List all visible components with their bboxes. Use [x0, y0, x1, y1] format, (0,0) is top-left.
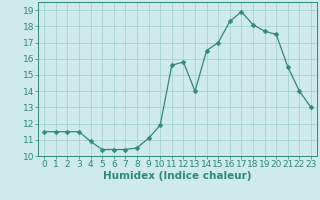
X-axis label: Humidex (Indice chaleur): Humidex (Indice chaleur) [103, 171, 252, 181]
